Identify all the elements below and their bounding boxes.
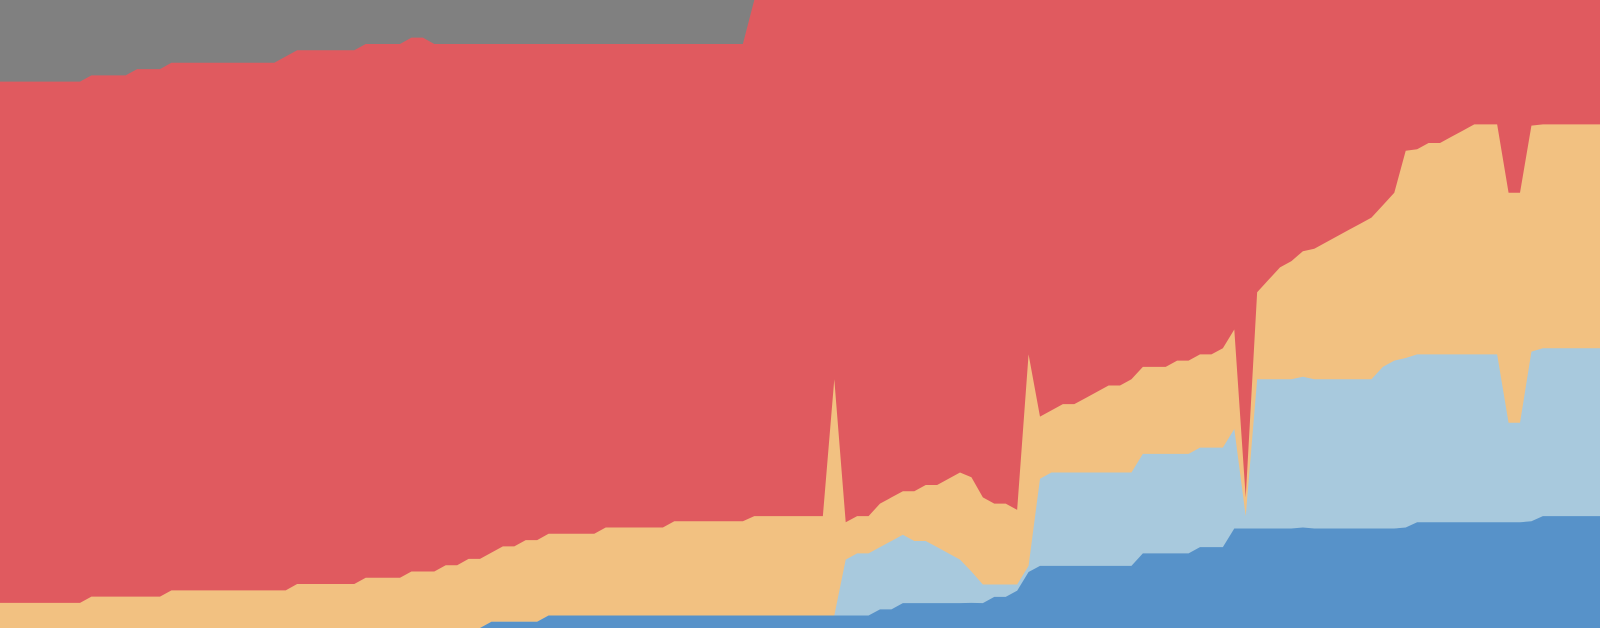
stacked-area-chart [0,0,1600,628]
stacked-area-svg [0,0,1600,628]
